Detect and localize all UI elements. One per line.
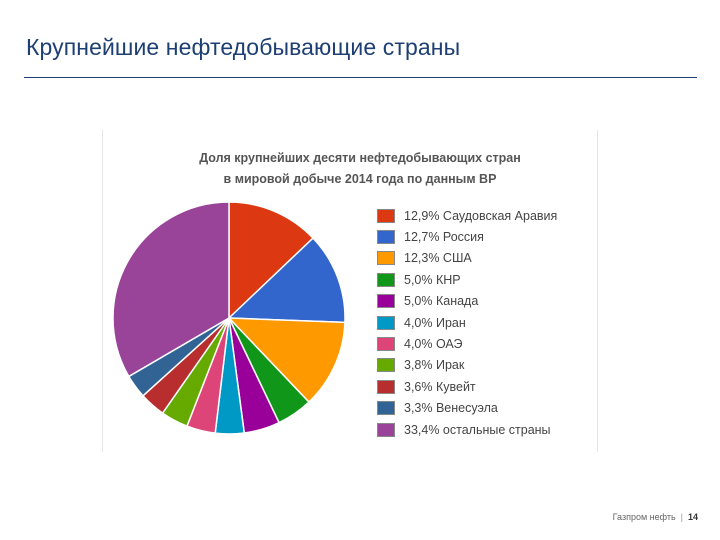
legend-item-7: 3,8% Ирак <box>377 355 602 376</box>
legend-item-9: 3,3% Венесуэла <box>377 398 602 419</box>
footer: Газпром нефть | 14 <box>613 512 698 522</box>
legend-label-2: 12,3% США <box>404 251 472 266</box>
legend-item-8: 3,6% Кувейт <box>377 376 602 397</box>
legend-label-9: 3,3% Венесуэла <box>404 401 498 416</box>
legend-item-6: 4,0% ОАЭ <box>377 333 602 354</box>
chart-title-line-1: Доля крупнейших десяти нефтедобывающих с… <box>199 151 521 165</box>
legend-swatch-0 <box>377 208 395 223</box>
legend-swatch-9 <box>377 401 395 416</box>
legend-item-10: 33,4% остальные страны <box>377 419 602 440</box>
legend-swatch-6 <box>377 337 395 352</box>
pie-slice-10 <box>112 201 230 378</box>
legend-label-0: 12,9% Саудовская Аравия <box>404 208 558 223</box>
legend-label-10: 33,4% остальные страны <box>404 422 551 437</box>
pie-slice-1 <box>227 236 346 324</box>
title-divider <box>24 77 697 78</box>
legend-swatch-8 <box>377 379 395 394</box>
legend-swatch-1 <box>377 230 395 245</box>
pie-slice-2 <box>227 317 346 404</box>
legend-label-7: 3,8% Ирак <box>404 358 465 373</box>
pie-slice-0 <box>228 201 315 320</box>
legend-swatch-10 <box>377 422 395 437</box>
chart-legend: 12,9% Саудовская Аравия 12,7% Россия 12,3%… <box>377 205 602 440</box>
legend-swatch-3 <box>377 272 395 287</box>
legend-swatch-2 <box>377 251 395 266</box>
legend-item-1: 12,7% Россия <box>377 226 602 247</box>
legend-item-2: 12,3% США <box>377 248 602 269</box>
legend-label-5: 4,0% Иран <box>404 315 466 330</box>
slide-title: Крупнейшие нефтедобывающие страны <box>26 34 461 60</box>
legend-label-3: 5,0% КНР <box>404 272 461 287</box>
legend-swatch-5 <box>377 315 395 330</box>
footer-company: Газпром нефть <box>612 512 676 522</box>
legend-item-3: 5,0% КНР <box>377 269 602 290</box>
chart-frame <box>102 130 598 452</box>
legend-item-0: 12,9% Саудовская Аравия <box>377 205 602 226</box>
legend-label-8: 3,6% Кувейт <box>404 379 476 394</box>
legend-swatch-4 <box>377 294 395 309</box>
legend-item-5: 4,0% Иран <box>377 312 602 333</box>
chart-title: Доля крупнейших десяти нефтедобывающих с… <box>0 148 720 190</box>
legend-item-4: 5,0% Канада <box>377 291 602 312</box>
legend-label-4: 5,0% Канада <box>404 294 479 309</box>
legend-swatch-7 <box>377 358 395 373</box>
legend-label-1: 12,7% Россия <box>404 230 484 245</box>
page-number: 14 <box>687 512 698 522</box>
footer-separator: | <box>680 512 683 522</box>
chart-title-line-2: в мировой добыче 2014 года по данным BP <box>223 172 497 186</box>
legend-label-6: 4,0% ОАЭ <box>404 337 463 352</box>
